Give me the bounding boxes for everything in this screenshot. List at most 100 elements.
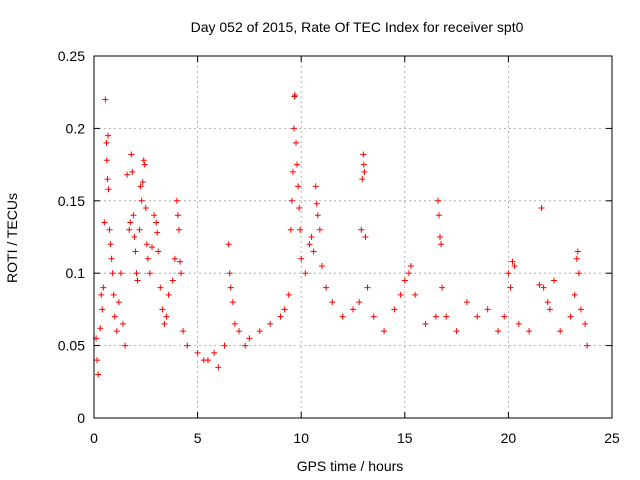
data-point [143,241,150,248]
x-tick-label: 10 [293,430,309,446]
data-point [288,197,295,204]
data-point [98,291,105,298]
data-point [405,270,412,277]
data-point [573,255,580,262]
data-point [140,157,147,164]
data-point [295,183,302,190]
data-point [432,313,439,320]
data-point [133,270,140,277]
data-point [306,241,313,248]
y-tick-label: 0.25 [58,48,85,64]
data-point [297,226,304,233]
data-point [509,258,516,265]
y-tick-label: 0.05 [58,338,85,354]
data-point [267,320,274,327]
data-point [101,219,108,226]
data-point [289,168,296,175]
grid-lines [94,56,612,418]
data-point [453,328,460,335]
x-tick-label: 5 [194,430,202,446]
data-point [95,371,102,378]
data-point [434,197,441,204]
data-point [314,212,321,219]
data-point [507,284,514,291]
data-point [94,357,101,364]
data-point [115,299,122,306]
data-point [291,92,298,99]
data-point [155,248,162,255]
data-point [132,248,139,255]
data-point [159,306,166,313]
data-point [350,306,356,313]
plot-frame [93,55,613,419]
data-point [574,248,581,255]
data-point [184,342,191,349]
data-point [225,241,232,248]
data-point [111,313,118,320]
data-point [360,151,367,158]
data-point [128,151,135,158]
data-point [144,255,151,262]
data-point [126,226,133,233]
data-point [157,284,164,291]
data-point [358,226,365,233]
data-point [356,299,363,306]
data-point [584,342,591,349]
y-tick-label: 0.1 [66,265,86,281]
data-point [229,299,236,306]
data-point [102,96,109,103]
plot-points [93,92,591,378]
data-point [323,284,330,291]
data-point [557,328,564,335]
data-point [443,313,450,320]
data-point [242,342,249,349]
data-point [103,139,110,146]
data-point [505,270,512,277]
data-point [435,212,442,219]
data-point [105,132,112,139]
data-point [287,226,294,233]
data-point [127,219,134,226]
data-point [463,299,470,306]
data-point [439,284,446,291]
data-point [408,262,415,269]
data-point [131,234,138,240]
data-point [226,270,233,277]
data-point [139,178,146,185]
data-point [256,328,263,335]
data-point [154,229,161,236]
data-point [293,139,300,146]
data-point [130,212,137,219]
data-point [329,299,336,306]
data-point [137,183,144,190]
data-point [550,277,557,284]
data-point [277,313,284,320]
data-point [149,244,156,251]
data-point [308,234,315,240]
data-point [397,291,404,298]
data-point [174,212,181,219]
axis-ticks [93,55,613,419]
data-point [582,320,589,327]
data-point [178,270,185,277]
data-point [290,125,297,132]
x-tick-label: 0 [90,430,98,446]
data-point [161,320,168,327]
data-point [165,291,172,298]
data-point [544,299,551,306]
data-point [526,328,533,335]
data-point [422,320,429,327]
data-point [281,306,288,313]
x-tick-labels: 0 5 10 15 20 25 [90,430,620,446]
x-tick-label: 25 [604,430,620,446]
data-point [567,313,574,320]
data-point [474,313,481,320]
data-point [538,205,545,212]
x-tick-label: 20 [501,430,517,446]
data-point [204,357,211,364]
data-point [438,241,445,248]
data-point [175,226,182,233]
data-point [108,255,115,262]
